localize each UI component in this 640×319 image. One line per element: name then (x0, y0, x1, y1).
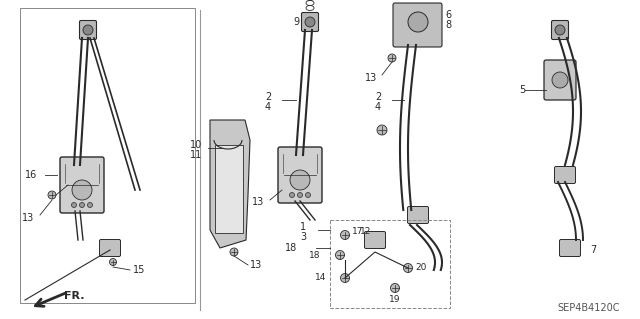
Text: 4: 4 (265, 102, 271, 112)
Circle shape (340, 231, 349, 240)
Circle shape (305, 17, 315, 27)
Text: 18: 18 (308, 250, 320, 259)
Circle shape (109, 258, 116, 265)
FancyBboxPatch shape (552, 20, 568, 40)
Text: 3: 3 (300, 232, 306, 242)
Bar (215, 145, 243, 233)
FancyBboxPatch shape (408, 206, 429, 224)
Text: 10: 10 (190, 140, 202, 150)
Circle shape (335, 250, 344, 259)
Circle shape (83, 25, 93, 35)
Circle shape (48, 191, 56, 199)
Circle shape (403, 263, 413, 272)
FancyBboxPatch shape (544, 60, 576, 100)
Bar (330, 220, 450, 308)
Text: 14: 14 (315, 273, 326, 283)
Text: 1: 1 (300, 222, 306, 232)
Text: 11: 11 (190, 150, 202, 160)
Text: 2: 2 (265, 92, 271, 102)
Text: 19: 19 (389, 295, 401, 305)
Circle shape (390, 284, 399, 293)
Circle shape (305, 192, 310, 197)
Text: 18: 18 (285, 243, 297, 253)
FancyBboxPatch shape (393, 3, 442, 47)
Circle shape (388, 54, 396, 62)
FancyBboxPatch shape (278, 147, 322, 203)
Text: 12: 12 (360, 227, 371, 236)
Text: 13: 13 (22, 213, 35, 223)
Circle shape (340, 273, 349, 283)
Text: FR.: FR. (64, 291, 84, 301)
Circle shape (408, 12, 428, 32)
FancyBboxPatch shape (60, 157, 104, 213)
Circle shape (72, 180, 92, 200)
FancyBboxPatch shape (554, 167, 575, 183)
Text: 13: 13 (250, 260, 262, 270)
Circle shape (79, 203, 84, 207)
Text: 13: 13 (252, 197, 264, 207)
Text: 8: 8 (445, 20, 451, 30)
FancyBboxPatch shape (301, 12, 319, 32)
Text: 20: 20 (415, 263, 426, 272)
Circle shape (377, 125, 387, 135)
FancyBboxPatch shape (559, 240, 580, 256)
Circle shape (552, 72, 568, 88)
Text: 17: 17 (352, 227, 364, 236)
Circle shape (72, 203, 77, 207)
Text: SEP4B4120C: SEP4B4120C (557, 303, 620, 313)
Text: 2: 2 (375, 92, 381, 102)
FancyBboxPatch shape (365, 232, 385, 249)
Circle shape (88, 203, 93, 207)
Text: 13: 13 (365, 73, 377, 83)
Text: 7: 7 (590, 245, 596, 255)
Text: 15: 15 (133, 265, 145, 275)
Circle shape (290, 170, 310, 190)
Text: 9: 9 (293, 17, 299, 27)
Text: 16: 16 (25, 170, 37, 180)
Circle shape (555, 25, 565, 35)
Text: 5: 5 (519, 85, 525, 95)
FancyBboxPatch shape (99, 240, 120, 256)
Text: 6: 6 (445, 10, 451, 20)
FancyBboxPatch shape (79, 20, 97, 40)
Circle shape (230, 248, 238, 256)
Circle shape (298, 192, 303, 197)
Bar (20, 8, 195, 303)
Circle shape (289, 192, 294, 197)
Text: 4: 4 (375, 102, 381, 112)
Polygon shape (210, 120, 250, 248)
